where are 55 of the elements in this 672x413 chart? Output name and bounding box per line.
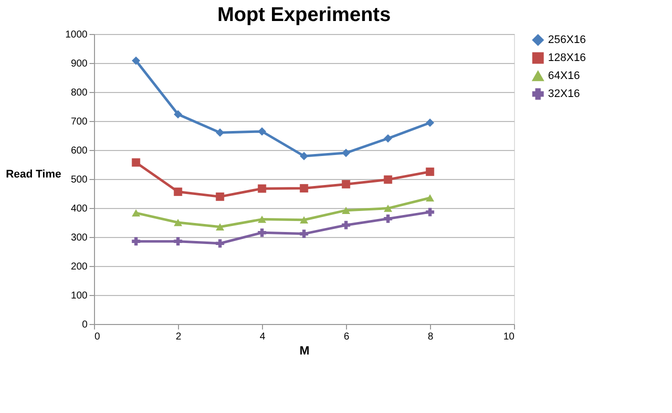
y-tick-label: 1000 (65, 30, 88, 40)
legend-label: 32X16 (548, 88, 580, 100)
x-tick-label: 0 (94, 332, 100, 342)
x-axis-title: M (300, 344, 310, 358)
point (300, 216, 308, 224)
y-tick-label: 900 (70, 58, 88, 70)
point (132, 158, 140, 167)
legend-label: 128X16 (548, 52, 586, 64)
point (384, 175, 392, 184)
y-tick-label: 300 (70, 232, 88, 244)
point (342, 180, 350, 188)
point (132, 209, 140, 217)
point (216, 239, 224, 248)
point (132, 237, 140, 246)
y-tick-label: 100 (70, 290, 88, 302)
point (426, 194, 434, 202)
point (174, 110, 182, 119)
point (216, 128, 224, 137)
point (216, 223, 224, 230)
point (258, 228, 266, 237)
point (258, 216, 266, 223)
x-tick-label: 6 (344, 332, 350, 342)
y-tick-label: 200 (70, 262, 88, 272)
point (384, 134, 392, 143)
point (300, 230, 308, 238)
legend-label: 256X16 (548, 34, 586, 46)
point (300, 152, 308, 160)
y-tick-label: 600 (70, 146, 88, 156)
point (300, 184, 308, 192)
x-tick-label: 2 (176, 332, 182, 342)
point (342, 206, 350, 214)
point (342, 148, 350, 158)
point (384, 214, 392, 223)
point (342, 220, 350, 230)
point (216, 192, 224, 201)
point (426, 168, 434, 176)
chart-title: Mopt Experiments (217, 4, 391, 26)
y-tick-label: 400 (70, 204, 88, 214)
x-tick-label: 8 (428, 332, 434, 342)
y-tick-label: 0 (82, 320, 88, 330)
y-tick-label: 800 (70, 88, 88, 98)
point (384, 204, 392, 212)
legend-label: 64X16 (548, 70, 580, 82)
y-axis-title: Read Time (6, 168, 62, 180)
point (132, 56, 140, 65)
point (174, 237, 182, 246)
x-tick-label: 4 (260, 332, 266, 342)
point (258, 184, 266, 193)
y-tick-label: 700 (70, 116, 88, 128)
point (258, 127, 266, 136)
point (174, 218, 182, 226)
y-tick-label: 500 (70, 174, 88, 186)
point (174, 188, 182, 196)
point (426, 118, 434, 127)
x-tick-label: 10 (503, 332, 515, 342)
